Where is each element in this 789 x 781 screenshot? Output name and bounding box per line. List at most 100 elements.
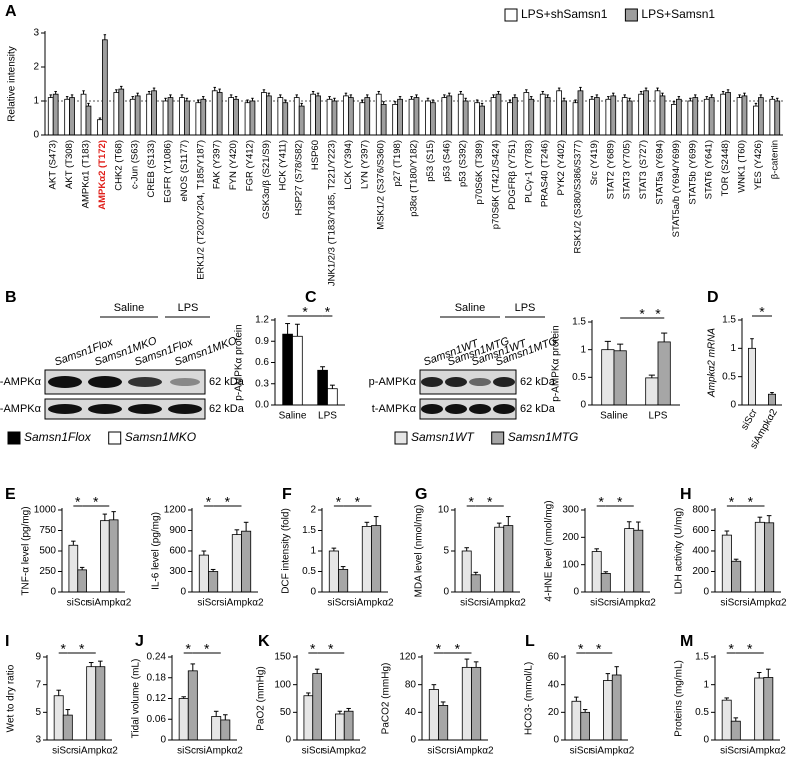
significance: * xyxy=(639,306,645,322)
x-tick-label: Saline xyxy=(600,411,628,422)
bar xyxy=(298,105,305,136)
x-tick-label: siScr xyxy=(427,746,450,757)
bar xyxy=(461,666,472,741)
y-tick-label: 100 xyxy=(562,559,579,570)
bar xyxy=(241,530,252,593)
bar xyxy=(730,720,741,741)
y-axis-label: PaO2 (mmHg) xyxy=(256,666,267,730)
x-tick-label: STAT5a (Y694) xyxy=(655,140,666,205)
bar xyxy=(312,673,322,741)
x-tick-label: GSK3α/β (S21/S9) xyxy=(261,140,272,219)
bar xyxy=(659,95,666,136)
bar xyxy=(474,102,480,136)
x-tick-label: siScr xyxy=(570,746,593,757)
x-tick-label: STAT5a/b (Y694/Y699) xyxy=(671,140,682,237)
x-tick-label: YES (Y426) xyxy=(753,140,764,190)
bar xyxy=(621,97,628,136)
y-tick-label: 0 xyxy=(730,400,736,411)
panel-label: E xyxy=(5,486,16,503)
x-tick-label: siScr xyxy=(197,598,220,609)
x-tick-label: eNOS (S1177) xyxy=(179,140,190,202)
y-tick-label: 0 xyxy=(580,400,586,411)
y-tick-label: 900 xyxy=(169,525,186,536)
legend-swatch xyxy=(624,8,638,22)
bar xyxy=(438,705,449,741)
bar xyxy=(603,680,613,741)
bar xyxy=(183,100,190,136)
x-tick-label: STAT3 (S727) xyxy=(638,140,649,199)
panel-label: C xyxy=(305,289,317,306)
bar xyxy=(317,369,328,406)
legend-label: LPS+shSamsn1 xyxy=(521,7,608,21)
x-tick-label: STAT3 (Y705) xyxy=(622,140,633,199)
bar xyxy=(249,100,256,136)
bar xyxy=(162,100,169,136)
y-tick-label: 0 xyxy=(33,130,39,141)
bar xyxy=(198,554,209,593)
bar xyxy=(441,97,448,136)
x-tick-label: siAmpkα2 xyxy=(74,746,119,757)
bar xyxy=(708,97,715,136)
bar xyxy=(265,95,272,136)
size-label: 62 kDa xyxy=(209,403,245,415)
band xyxy=(493,377,515,387)
x-tick-label: Src (Y419) xyxy=(589,140,600,185)
bar xyxy=(413,97,420,136)
y-tick-label: 1 xyxy=(310,546,316,557)
x-tick-label: p70S6K (T389) xyxy=(474,140,485,204)
x-tick-label: siAmpkα2 xyxy=(219,598,264,609)
bar xyxy=(292,335,303,406)
group-label: LPS xyxy=(178,302,199,314)
bar xyxy=(102,39,108,136)
x-tick-label: CREB (S133) xyxy=(146,140,157,198)
bar xyxy=(118,88,125,136)
y-tick-label: 0.5 xyxy=(572,372,586,383)
bar xyxy=(282,333,293,406)
significance: * xyxy=(328,641,334,657)
significance: * xyxy=(436,641,442,657)
y-tick-label: 3 xyxy=(33,28,39,39)
y-tick-label: 0 xyxy=(703,587,709,598)
y-tick-label: 1.5 xyxy=(695,652,709,663)
band xyxy=(493,404,515,414)
x-tick-label: PRAS40 (T246) xyxy=(540,140,551,207)
y-tick-label: 40 xyxy=(405,707,417,718)
y-tick-label: 750 xyxy=(39,525,56,536)
group-label: Saline xyxy=(455,302,486,314)
x-tick-label: siScr xyxy=(720,746,743,757)
y-tick-label: 1 xyxy=(703,679,709,690)
bar xyxy=(233,98,239,136)
band xyxy=(48,376,82,388)
legend-label: Samsn1MKO xyxy=(125,430,196,444)
bar xyxy=(741,95,748,136)
bar xyxy=(446,95,453,136)
x-tick-label: siAmpkα2 xyxy=(449,746,494,757)
significance: * xyxy=(206,494,212,510)
bar xyxy=(539,93,546,136)
y-tick-label: 0.5 xyxy=(695,707,709,718)
significance: * xyxy=(729,494,735,510)
bar xyxy=(633,529,644,593)
significance: * xyxy=(61,641,67,657)
y-tick-label: 2 xyxy=(310,505,316,516)
bar xyxy=(261,92,267,136)
y-tick-label: 1.5 xyxy=(722,315,736,326)
panel-label: F xyxy=(282,486,292,503)
bar xyxy=(77,569,87,593)
bar xyxy=(303,695,314,741)
band xyxy=(128,377,162,387)
bar xyxy=(721,699,732,741)
bar xyxy=(479,105,485,136)
legend-swatch xyxy=(504,8,518,22)
y-tick-label: 10 xyxy=(438,505,450,516)
x-tick-label: PLCγ-1 (Y783) xyxy=(523,140,534,203)
bar xyxy=(610,95,617,136)
bar xyxy=(371,525,382,593)
bar xyxy=(462,100,469,136)
bar xyxy=(577,90,584,136)
band xyxy=(421,377,443,387)
bar xyxy=(687,100,694,136)
bar xyxy=(764,522,775,593)
y-tick-label: 80 xyxy=(405,679,417,690)
panel-label: A xyxy=(5,3,17,20)
